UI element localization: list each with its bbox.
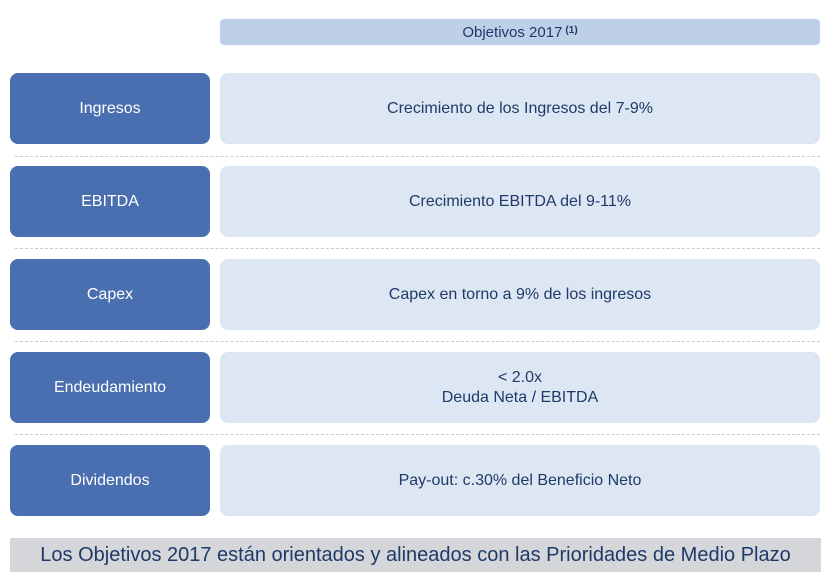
objective-value-ingresos: Crecimiento de los Ingresos del 7-9% — [220, 73, 820, 144]
objective-row-capex: Capex Capex en torno a 9% de los ingreso… — [10, 259, 820, 330]
objective-text-line-1: < 2.0x — [497, 368, 543, 386]
objective-value-dividendos: Pay-out: c.30% del Beneficio Neto — [220, 445, 820, 516]
row-divider — [15, 156, 820, 157]
category-label-ingresos: Ingresos — [10, 73, 210, 144]
summary-banner-text: Los Objetivos 2017 están orientados y al… — [40, 543, 791, 566]
category-label-dividendos: Dividendos — [10, 445, 210, 516]
objective-text: Pay-out: c.30% del Beneficio Neto — [398, 471, 642, 489]
category-label-endeudamiento: Endeudamiento — [10, 352, 210, 423]
objective-text: Capex en torno a 9% de los ingresos — [388, 285, 652, 303]
objective-row-endeudamiento: Endeudamiento < 2.0x Deuda Neta / EBITDA — [10, 352, 820, 423]
objective-value-ebitda: Crecimiento EBITDA del 9-11% — [220, 166, 820, 237]
objective-value-capex: Capex en torno a 9% de los ingresos — [220, 259, 820, 330]
objective-text-line-2: Deuda Neta / EBITDA — [441, 388, 599, 406]
row-divider — [15, 248, 820, 249]
objective-value-endeudamiento: < 2.0x Deuda Neta / EBITDA — [220, 352, 820, 423]
objective-row-ebitda: EBITDA Crecimiento EBITDA del 9-11% — [10, 166, 820, 237]
category-label-ebitda: EBITDA — [10, 166, 210, 237]
row-divider — [15, 341, 820, 342]
footnote-marker: (1) — [565, 24, 578, 36]
objective-text: Crecimiento EBITDA del 9-11% — [408, 192, 631, 210]
row-divider — [15, 434, 820, 435]
objective-row-dividendos: Dividendos Pay-out: c.30% del Beneficio … — [10, 445, 820, 516]
objective-text: Crecimiento de los Ingresos del 7-9% — [387, 99, 653, 117]
summary-banner: Los Objetivos 2017 están orientados y al… — [10, 538, 821, 572]
objectives-header: Objetivos 2017 (1) — [220, 19, 820, 45]
objective-row-ingresos: Ingresos Crecimiento de los Ingresos del… — [10, 73, 820, 144]
objectives-header-title: Objetivos 2017 — [462, 23, 563, 41]
category-label-capex: Capex — [10, 259, 210, 330]
